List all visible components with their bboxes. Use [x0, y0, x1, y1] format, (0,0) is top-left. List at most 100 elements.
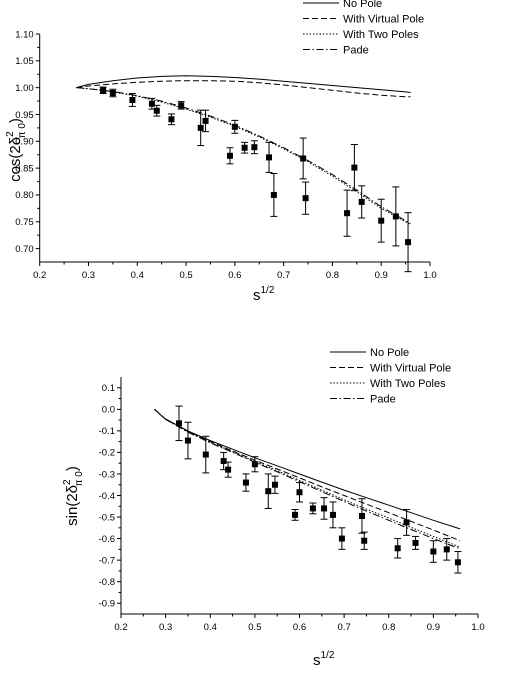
x-tick-label: 0.2 [114, 622, 127, 633]
series-line-with-virtual-pole [154, 408, 461, 542]
x-tick-label: 0.5 [248, 622, 261, 633]
y-tick-label: 1.00 [15, 83, 34, 94]
x-tick-label: 0.4 [204, 622, 217, 633]
x-tick-label: 0.6 [293, 622, 306, 633]
y-axis-label-superscript: 2 [62, 479, 73, 485]
y-tick-label: 0.85 [15, 163, 34, 174]
data-point [176, 420, 183, 427]
legend: No Pole With Virtual Pole With Two Poles Pa… [330, 347, 451, 406]
x-tick-label: 0.4 [131, 270, 144, 281]
data-point [300, 155, 307, 162]
y-tick-label: -0.4 [99, 491, 115, 502]
chart-panel-2: 0.2 0.3 0.4 0.5 0.6 0.7 0.8 0.9 1.0 0.1 0.0 -0.1 -0.… [62, 347, 485, 669]
x-axis-label-superscript: 1/2 [321, 650, 335, 661]
data-point [302, 195, 309, 202]
data-point [329, 511, 336, 518]
data-point [202, 451, 209, 458]
series-line-pade [76, 87, 411, 224]
y-tick-label: 0.80 [15, 190, 34, 201]
x-tick-label: 0.3 [82, 270, 95, 281]
data-point [251, 144, 258, 151]
x-axis-label: s1/2 [313, 650, 335, 669]
y-tick-label: -0.2 [99, 448, 115, 459]
series-line-pade [154, 408, 461, 550]
data-point [351, 164, 358, 171]
data-point [202, 117, 209, 124]
y-tick-label: 0.1 [102, 383, 115, 394]
data-point [361, 537, 368, 544]
data-point [109, 90, 116, 97]
data-point [296, 489, 303, 496]
x-axis-label: s1/2 [253, 285, 275, 304]
data-point [292, 511, 299, 518]
x-axis-label-base: s [313, 652, 321, 669]
data-point [231, 123, 238, 130]
data-point [153, 107, 160, 114]
legend-label: With Virtual Pole [343, 14, 424, 26]
x-tick-label: 0.3 [159, 622, 172, 633]
series-line-no-pole [76, 75, 411, 93]
data-point [454, 559, 461, 566]
x-tick-label: 0.8 [382, 622, 395, 633]
data-point [405, 239, 412, 246]
data-point [100, 87, 107, 94]
x-tick-label: 0.2 [33, 270, 46, 281]
data-point [403, 519, 410, 526]
data-point [226, 152, 233, 159]
legend-label: Pade [370, 394, 396, 406]
y-tick-label: -0.6 [99, 534, 115, 545]
y-axis-label-close: ) [7, 118, 24, 123]
y-tick-label: 0.70 [15, 244, 34, 255]
data-point [321, 505, 328, 512]
x-axis-label-base: s [253, 287, 261, 304]
y-axis-label: sin(2δ2π 0) [62, 466, 85, 526]
legend: No Pole With Virtual Pole With Two Poles Pa… [303, 0, 424, 57]
y-axis-label-subscript: π 0 [17, 123, 28, 139]
data-point [251, 461, 258, 468]
data-point [178, 102, 185, 109]
y-tick-label: -0.8 [99, 577, 115, 588]
data-point [309, 505, 316, 512]
y-axis-label: cos(2δ2π 0) [5, 118, 28, 182]
x-tick-label: 0.7 [277, 270, 290, 281]
y-tick-label: 1.10 [15, 29, 34, 40]
x-tick-label: 0.9 [427, 622, 440, 633]
y-tick-label: -0.1 [99, 426, 115, 437]
y-axis-label-close: ) [64, 466, 81, 471]
data-point [412, 539, 419, 546]
y-tick-label: -0.3 [99, 469, 115, 480]
data-point [148, 100, 155, 107]
x-tick-label: 1.0 [423, 270, 436, 281]
y-tick-label: 0.75 [15, 217, 34, 228]
x-tick-label: 0.5 [179, 270, 192, 281]
legend-label: Pade [343, 45, 369, 57]
data-point [225, 466, 232, 473]
data-point [271, 481, 278, 488]
legend-label: With Two Poles [343, 29, 419, 41]
data-point [344, 210, 351, 217]
data-point [392, 213, 399, 220]
data-point [338, 535, 345, 542]
data-point [197, 124, 204, 131]
x-tick-label: 0.8 [326, 270, 339, 281]
x-axis-label-superscript: 1/2 [261, 285, 275, 296]
data-point [220, 458, 227, 465]
legend-label: No Pole [370, 347, 409, 359]
data-point [266, 154, 273, 161]
legend-label: No Pole [343, 0, 382, 10]
y-tick-label: -0.7 [99, 555, 115, 566]
y-axis-label-subscript: π 0 [74, 471, 85, 487]
y-tick-label: 0.95 [15, 110, 34, 121]
y-tick-label: 0.0 [102, 405, 115, 416]
data-point [394, 545, 401, 552]
legend-label: With Two Poles [370, 378, 446, 390]
data-point [168, 116, 175, 123]
data-point [270, 191, 277, 198]
series-line-with-two-poles [154, 408, 461, 548]
data-point [358, 198, 365, 205]
data-point [358, 512, 365, 519]
series-line-with-two-poles [76, 87, 411, 225]
y-tick-label: 0.90 [15, 137, 34, 148]
series-line-with-virtual-pole [76, 80, 411, 98]
